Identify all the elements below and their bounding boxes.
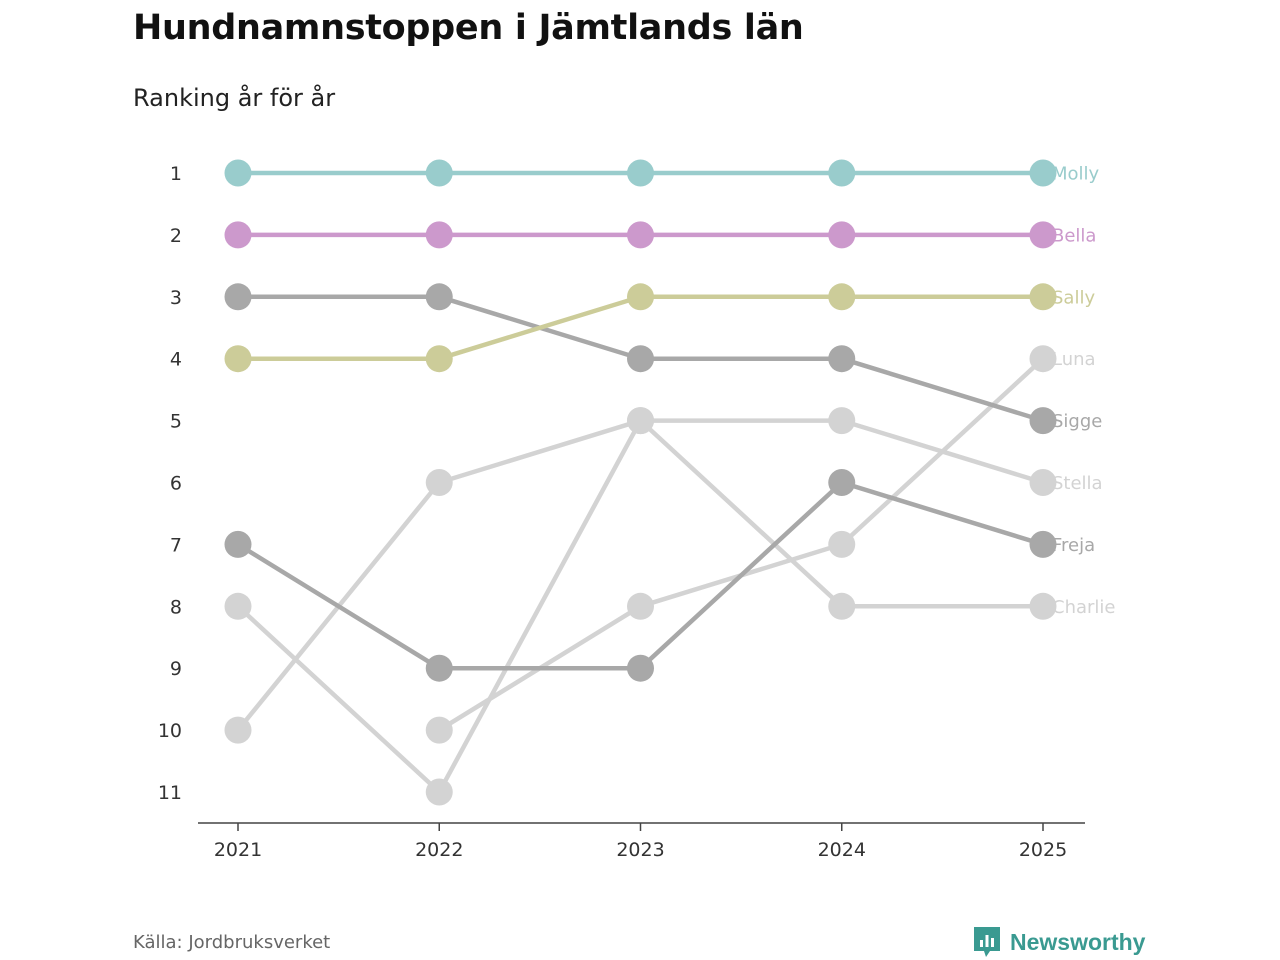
y-tick-label: 5: [170, 411, 182, 433]
series-label-molly: Molly: [1052, 164, 1100, 185]
y-tick-label: 9: [170, 658, 182, 680]
point-bella[interactable]: [1029, 221, 1057, 249]
series-line-freja: [235, 542, 442, 671]
series-label-stella: Stella: [1052, 473, 1103, 494]
y-tick-label: 10: [158, 720, 182, 742]
point-stella[interactable]: [224, 716, 252, 744]
series-charlie: [224, 407, 1057, 806]
y-tick-label: 2: [170, 225, 182, 247]
x-tick-label: 2023: [616, 839, 664, 861]
series-label-sigge: Sigge: [1052, 411, 1102, 432]
point-charlie[interactable]: [425, 778, 453, 806]
point-sigge[interactable]: [828, 345, 856, 373]
series-line-sigge: [839, 356, 1046, 423]
point-molly[interactable]: [224, 159, 252, 187]
series-stella: [224, 407, 1057, 744]
point-sally[interactable]: [1029, 283, 1057, 311]
series-label-bella: Bella: [1052, 225, 1096, 246]
point-stella[interactable]: [1029, 469, 1057, 496]
point-molly[interactable]: [828, 159, 856, 187]
point-freja[interactable]: [828, 469, 856, 496]
x-tick-label: 2025: [1019, 839, 1067, 861]
series-line-freja: [638, 480, 844, 671]
point-sally[interactable]: [828, 283, 856, 311]
point-stella[interactable]: [627, 407, 654, 435]
series-sally: [224, 283, 1057, 373]
y-tick-label: 8: [170, 596, 182, 618]
newsworthy-logo-icon: [974, 927, 1000, 957]
y-tick-label: 11: [158, 782, 182, 804]
newsworthy-logo-text: Newsworthy: [1010, 928, 1146, 955]
point-sigge[interactable]: [1029, 407, 1057, 435]
y-tick-label: 1: [170, 163, 182, 185]
y-tick-label: 3: [170, 287, 182, 309]
point-sally[interactable]: [627, 283, 654, 311]
x-tick-label: 2022: [415, 839, 463, 861]
series-label-charlie: Charlie: [1052, 597, 1115, 618]
point-charlie[interactable]: [828, 592, 856, 620]
point-molly[interactable]: [425, 159, 453, 187]
newsworthy-logo[interactable]: Newsworthy: [972, 925, 1145, 959]
point-freja[interactable]: [1029, 530, 1057, 558]
point-bella[interactable]: [828, 221, 856, 249]
y-tick-label: 4: [170, 349, 182, 371]
point-molly[interactable]: [1029, 159, 1057, 187]
series-luna: [425, 345, 1057, 744]
source-note: Källa: Jordbruksverket: [133, 932, 331, 953]
point-freja[interactable]: [425, 654, 453, 682]
point-freja[interactable]: [224, 530, 252, 558]
series-line-freja: [839, 480, 1046, 547]
y-tick-label: 6: [170, 473, 182, 495]
point-sally[interactable]: [425, 345, 453, 373]
series-freja: [224, 469, 1057, 682]
chart-subtitle: Ranking år för år: [133, 84, 336, 112]
series-line-charlie: [638, 418, 844, 609]
point-bella[interactable]: [627, 221, 654, 249]
series-label-luna: Luna: [1052, 349, 1096, 370]
point-molly[interactable]: [627, 159, 654, 187]
series-line-sally: [437, 294, 643, 361]
series-molly: [224, 159, 1057, 187]
point-charlie[interactable]: [1029, 592, 1057, 620]
x-tick-label: 2024: [818, 839, 866, 861]
series-line-luna: [839, 356, 1046, 547]
point-freja[interactable]: [627, 654, 654, 682]
point-sigge[interactable]: [425, 283, 453, 311]
series-bella: [224, 221, 1057, 249]
x-tick-label: 2021: [214, 839, 262, 861]
series-line-charlie: [235, 604, 442, 795]
point-sigge[interactable]: [224, 283, 252, 311]
point-luna[interactable]: [425, 716, 453, 744]
point-charlie[interactable]: [224, 592, 252, 620]
chart-title: Hundnamnstoppen i Jämtlands län: [133, 8, 804, 48]
point-sally[interactable]: [224, 345, 252, 373]
point-sigge[interactable]: [627, 345, 654, 373]
point-luna[interactable]: [1029, 345, 1057, 373]
point-bella[interactable]: [224, 221, 252, 249]
series-line-stella: [437, 418, 643, 485]
series-line-charlie: [437, 418, 643, 795]
point-stella[interactable]: [828, 407, 856, 435]
point-stella[interactable]: [425, 469, 453, 496]
y-tick-label: 7: [170, 534, 182, 556]
series-label-freja: Freja: [1052, 535, 1095, 556]
point-luna[interactable]: [627, 592, 654, 620]
point-bella[interactable]: [425, 221, 453, 249]
series-label-sally: Sally: [1052, 287, 1095, 308]
point-luna[interactable]: [828, 530, 856, 558]
